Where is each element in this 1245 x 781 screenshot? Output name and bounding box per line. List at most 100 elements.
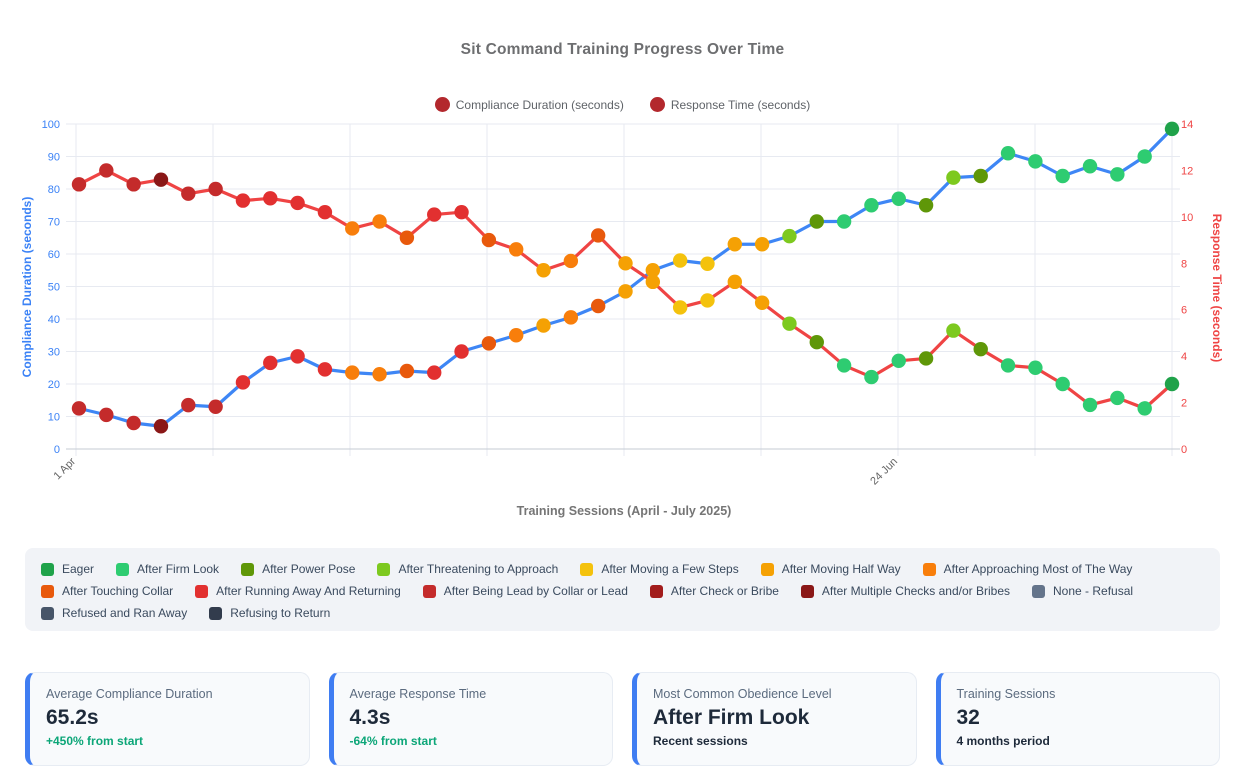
legend-swatch-icon [241, 562, 255, 576]
data-point[interactable] [1028, 154, 1043, 169]
data-point[interactable] [1137, 401, 1152, 416]
data-point[interactable] [700, 256, 715, 271]
data-point[interactable] [481, 336, 497, 351]
card-sub: -64% from start [349, 734, 437, 748]
data-point[interactable] [181, 397, 196, 413]
data-point[interactable] [71, 401, 87, 416]
data-point[interactable] [263, 355, 278, 371]
data-point[interactable] [208, 181, 223, 197]
legend-item: After Firm Look [116, 562, 219, 576]
data-point[interactable] [454, 205, 469, 220]
card-value: 4.3s [349, 706, 391, 729]
data-point[interactable] [618, 256, 633, 271]
legend-item-compliance[interactable]: Compliance Duration (seconds) [434, 97, 624, 112]
right-tick-label: 2 [1181, 398, 1187, 410]
data-point[interactable] [1164, 121, 1180, 137]
data-point[interactable] [864, 369, 879, 385]
legend-swatch-icon [195, 584, 209, 598]
data-point[interactable] [672, 253, 688, 268]
data-point[interactable] [263, 191, 278, 206]
data-point[interactable] [399, 230, 415, 245]
data-point[interactable] [317, 205, 333, 220]
data-point[interactable] [290, 349, 305, 364]
data-point[interactable] [290, 195, 305, 211]
data-point[interactable] [427, 365, 442, 380]
data-point[interactable] [700, 293, 715, 308]
data-point[interactable] [973, 168, 988, 184]
data-point[interactable] [946, 170, 961, 185]
data-point[interactable] [126, 177, 141, 192]
card-sub: Recent sessions [653, 734, 748, 748]
data-point[interactable] [372, 214, 387, 229]
data-point[interactable] [946, 323, 961, 338]
left-axis-title: Compliance Duration (seconds) [20, 197, 34, 378]
x-axis-title: Training Sessions (April - July 2025) [517, 504, 732, 518]
data-point[interactable] [727, 237, 742, 252]
data-point[interactable] [71, 177, 87, 192]
data-point[interactable] [1164, 376, 1180, 392]
data-point[interactable] [427, 207, 442, 222]
data-point[interactable] [509, 242, 524, 257]
data-point[interactable] [754, 295, 770, 310]
data-point[interactable] [372, 367, 387, 382]
data-point[interactable] [645, 263, 661, 278]
data-point[interactable] [618, 284, 633, 299]
data-point[interactable] [1110, 167, 1125, 182]
data-point[interactable] [1110, 390, 1125, 406]
data-point[interactable] [153, 419, 169, 434]
data-point[interactable] [672, 300, 688, 315]
data-point[interactable] [809, 335, 824, 350]
data-point[interactable] [727, 274, 742, 290]
data-point[interactable] [1137, 149, 1152, 164]
x-tick-label: 1 Apr [51, 455, 78, 482]
legend-item: Eager [41, 562, 94, 576]
data-point[interactable] [454, 344, 469, 359]
data-point[interactable] [891, 191, 906, 206]
data-point[interactable] [918, 351, 934, 366]
data-point[interactable] [864, 198, 879, 213]
data-point[interactable] [1055, 376, 1070, 392]
data-point[interactable] [99, 163, 114, 178]
card-value: 32 [956, 706, 980, 729]
data-point[interactable] [836, 214, 852, 229]
data-point[interactable] [891, 353, 906, 368]
data-point[interactable] [809, 214, 824, 229]
data-point[interactable] [973, 341, 988, 357]
data-point[interactable] [782, 228, 797, 244]
data-point[interactable] [1082, 159, 1098, 174]
data-point[interactable] [481, 232, 497, 248]
data-point[interactable] [563, 310, 579, 325]
data-point[interactable] [918, 198, 934, 213]
legend-row: Eager After Firm Look After Power Pose Afte… [41, 562, 1204, 576]
data-point[interactable] [1055, 168, 1070, 184]
data-point[interactable] [235, 193, 251, 208]
data-point[interactable] [782, 316, 797, 331]
data-point[interactable] [1000, 358, 1016, 373]
data-point[interactable] [563, 253, 579, 269]
data-point[interactable] [536, 263, 551, 278]
left-tick-label: 60 [48, 249, 60, 261]
data-point[interactable] [345, 365, 360, 380]
data-point[interactable] [399, 363, 415, 379]
data-point[interactable] [836, 358, 852, 373]
data-point[interactable] [536, 318, 551, 333]
data-point[interactable] [345, 221, 360, 236]
data-point[interactable] [99, 407, 114, 423]
data-point[interactable] [181, 186, 196, 201]
data-point[interactable] [590, 298, 606, 314]
data-point[interactable] [1000, 146, 1016, 161]
data-point[interactable] [153, 172, 169, 187]
data-point[interactable] [509, 328, 524, 343]
data-point[interactable] [645, 274, 661, 290]
data-point[interactable] [590, 228, 606, 243]
data-point[interactable] [126, 415, 141, 431]
data-point[interactable] [208, 399, 223, 414]
data-point[interactable] [754, 237, 770, 252]
data-point[interactable] [1028, 360, 1043, 375]
data-point[interactable] [317, 362, 333, 377]
data-point[interactable] [1082, 397, 1098, 413]
legend-item: After Being Lead by Collar or Lead [422, 584, 628, 598]
legend-item-response[interactable]: Response Time (seconds) [649, 97, 810, 112]
legend-item: After Moving a Few Steps [580, 562, 739, 576]
data-point[interactable] [235, 375, 251, 390]
